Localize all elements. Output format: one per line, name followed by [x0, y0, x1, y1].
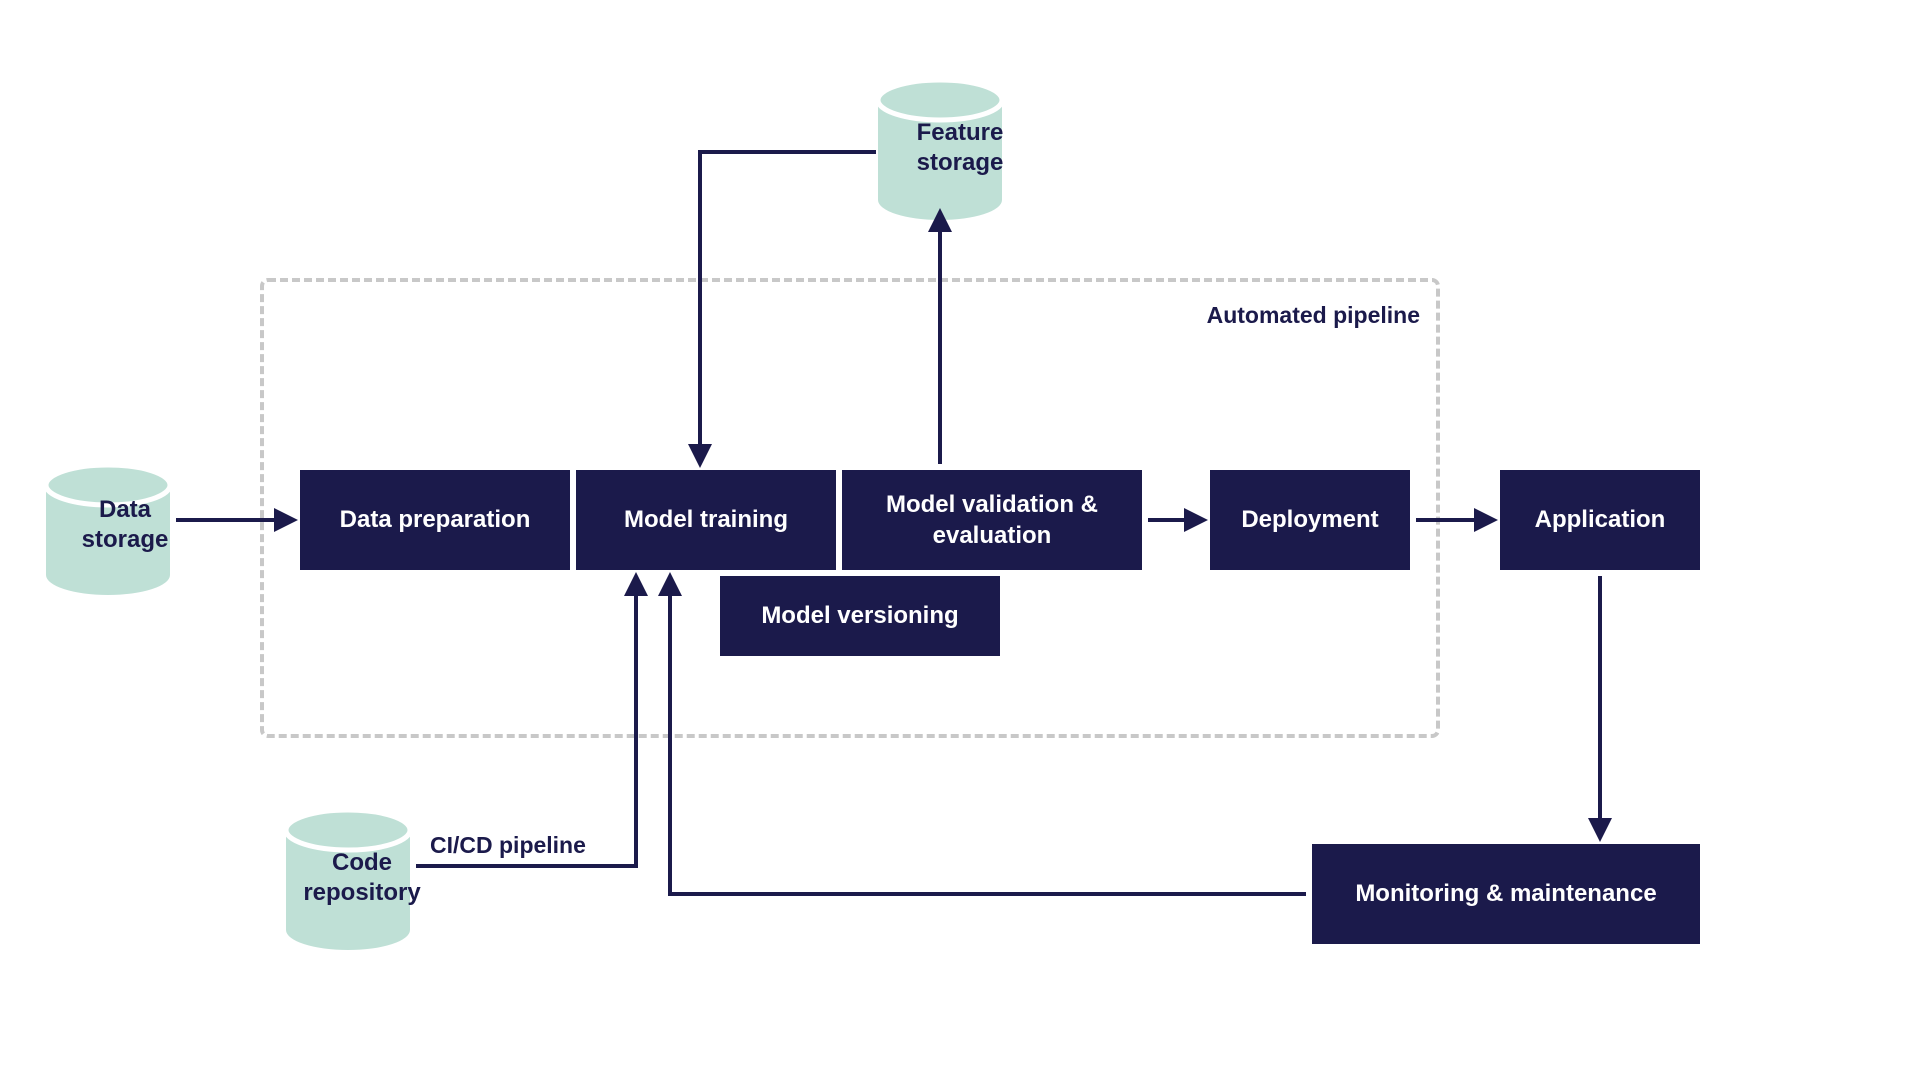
data_storage-label: Data storage — [65, 495, 185, 555]
model_train-box: Model training — [576, 470, 836, 570]
edge-label-code-to-train: CI/CD pipeline — [430, 832, 586, 859]
monitoring-box: Monitoring & maintenance — [1312, 844, 1700, 944]
automated-pipeline-label: Automated pipeline — [1190, 302, 1420, 329]
feature_storage-label: Feature storage — [895, 118, 1025, 178]
application-box: Application — [1500, 470, 1700, 570]
model_valid-box: Model validation & evaluation — [842, 470, 1142, 570]
deployment-box: Deployment — [1210, 470, 1410, 570]
data_prep-box: Data preparation — [300, 470, 570, 570]
code_repo-label: Code repository — [292, 848, 432, 908]
model_ver-box: Model versioning — [720, 576, 1000, 656]
